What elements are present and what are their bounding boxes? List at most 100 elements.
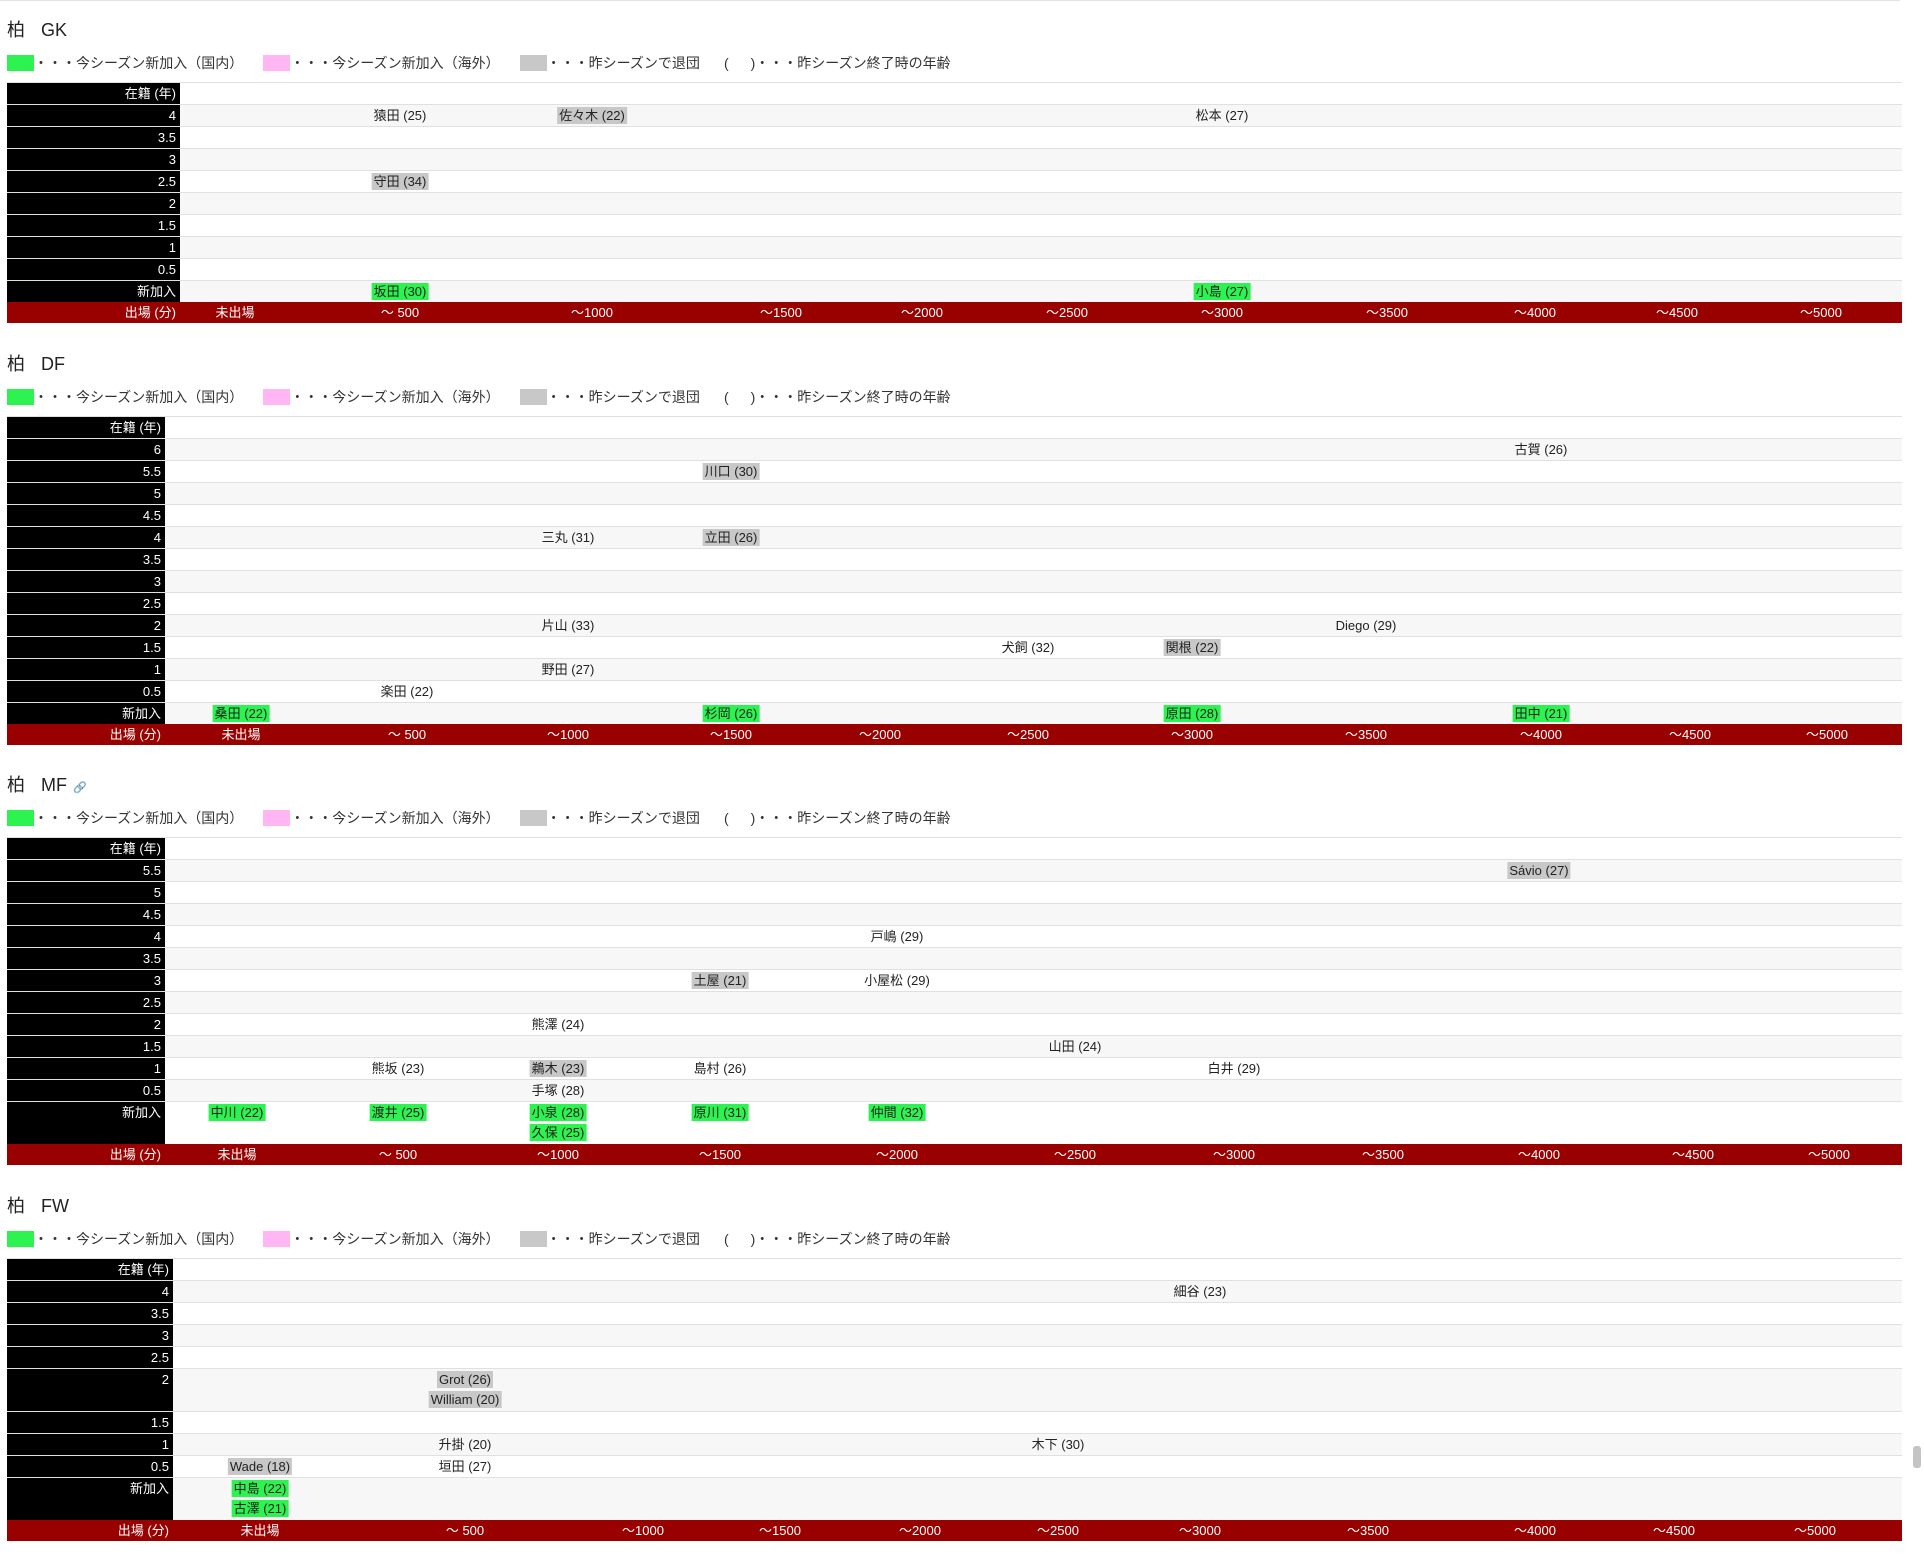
player-entry[interactable]: 立田 (26)	[702, 529, 760, 546]
player-entry[interactable]: 山田 (24)	[1048, 1039, 1102, 1054]
minutes-tick-label: ～2500	[1037, 1523, 1079, 1538]
tenure-row-label: 3	[7, 1325, 173, 1346]
legend-left: ・・・昨シーズンで退団	[519, 389, 700, 405]
minutes-tick-label: ～3000	[1213, 1147, 1255, 1162]
legend-age-note: )・・・昨シーズン終了時の年齢	[750, 55, 951, 71]
minutes-axis-label: 出場 (分)	[117, 1523, 169, 1538]
tenure-row-label: 3	[7, 149, 180, 170]
player-entry[interactable]: 木下 (30)	[1031, 1437, 1085, 1452]
link-icon[interactable]: 🔗	[73, 782, 87, 794]
player-entry[interactable]: 仲間 (32)	[868, 1104, 926, 1121]
tenure-row: 1.5 山田 (24)	[7, 1035, 1902, 1057]
tenure-axis-label: 在籍 (年)	[7, 838, 165, 859]
tenure-row-label: 5	[7, 882, 165, 903]
player-entry[interactable]: 関根 (22)	[1163, 639, 1221, 656]
player-entry[interactable]: 戸嶋 (29)	[870, 929, 924, 944]
player-entry[interactable]: 守田 (34)	[371, 173, 429, 190]
player-entry[interactable]: 小島 (27)	[1193, 283, 1251, 300]
player-entry[interactable]: 渡井 (25)	[369, 1104, 427, 1121]
minutes-tick-label: ～5000	[1806, 727, 1848, 742]
player-entry[interactable]: Diego (29)	[1335, 618, 1397, 633]
tenure-row: 0.5 Wade (18) 垣田 (27)	[7, 1455, 1902, 1477]
tenure-row: 2.5	[7, 991, 1902, 1013]
legend-age-note: )・・・昨シーズン終了時の年齢	[750, 1231, 951, 1247]
legend-left-text: ・・・昨シーズンで退団	[546, 810, 700, 826]
player-entry[interactable]: Wade (18)	[227, 1458, 293, 1475]
minutes-tick-label: ～1500	[760, 305, 802, 320]
player-entry[interactable]: 原田 (28)	[1163, 705, 1221, 722]
minutes-tick-label: ～1000	[537, 1147, 579, 1162]
minutes-tick-label: ～4500	[1653, 1523, 1695, 1538]
tenure-row-label: 1	[7, 1434, 173, 1455]
tenure-row: 4 戸嶋 (29)	[7, 925, 1902, 947]
player-entry[interactable]: 原川 (31)	[691, 1104, 749, 1121]
minutes-tick-label: 未出場	[240, 1523, 280, 1538]
player-entry[interactable]: 熊坂 (23)	[371, 1061, 425, 1076]
player-entry[interactable]: 土屋 (21)	[691, 972, 749, 989]
player-entry[interactable]: 野田 (27)	[541, 662, 595, 677]
player-entry[interactable]: 鵜木 (23)	[529, 1060, 587, 1077]
tenure-row-label: 0.5	[7, 681, 165, 702]
minutes-tick-label: ～3500	[1366, 305, 1408, 320]
legend-new-foreign-text: ・・・今シーズン新加入（海外）	[290, 55, 500, 71]
tenure-row: 2	[7, 192, 1902, 214]
tenure-row: 6 古賀 (26)	[7, 438, 1902, 460]
minutes-tick-label: ～3000	[1179, 1523, 1221, 1538]
section-title: 柏 GK	[7, 18, 67, 42]
tenure-row: 1.5	[7, 214, 1902, 236]
minutes-tick-label: ～5000	[1794, 1523, 1836, 1538]
player-entry[interactable]: 中川 (22)	[208, 1104, 266, 1121]
player-entry[interactable]: 川口 (30)	[702, 463, 760, 480]
player-entry[interactable]: 松本 (27)	[1195, 108, 1249, 123]
legend-left-text: ・・・昨シーズンで退団	[546, 389, 700, 405]
player-entry[interactable]: 小屋松 (29)	[864, 973, 930, 988]
player-entry[interactable]: 島村 (26)	[693, 1061, 747, 1076]
position-section-gk: 柏 GK ・・・今シーズン新加入（国内） ・・・今シーズン新加入（海外） ・・・昨シーズ…	[7, 18, 1902, 378]
minutes-tick-label: ～2000	[859, 727, 901, 742]
player-entry[interactable]: 中島 (22)	[231, 1480, 289, 1497]
minutes-tick-label: ～1000	[571, 305, 613, 320]
legend-new-foreign-text: ・・・今シーズン新加入（海外）	[290, 1231, 500, 1247]
tenure-row-label: 2	[7, 1369, 173, 1411]
player-entry[interactable]: 熊澤 (24)	[531, 1017, 585, 1032]
minutes-tick-label: ～3500	[1362, 1147, 1404, 1162]
legend-new-domestic: ・・・今シーズン新加入（国内）	[7, 1231, 243, 1247]
player-entry[interactable]: 田中 (21)	[1512, 705, 1570, 722]
tenure-row-label: 1	[7, 659, 165, 680]
minutes-tick-label: ～1500	[699, 1147, 741, 1162]
tenure-row-label: 3.5	[7, 127, 180, 148]
player-entry[interactable]: 古澤 (21)	[231, 1500, 289, 1517]
player-entry[interactable]: 桑田 (22)	[212, 705, 270, 722]
tenure-row-label: 2.5	[7, 992, 165, 1013]
legend-new-domestic-text: ・・・今シーズン新加入（国内）	[34, 1231, 244, 1247]
player-entry[interactable]: 久保 (25)	[529, 1124, 587, 1141]
player-entry[interactable]: 猿田 (25)	[373, 108, 427, 123]
player-entry[interactable]: 白井 (29)	[1207, 1061, 1261, 1076]
legend-new-foreign-swatch	[263, 1231, 291, 1247]
tenure-row-label: 新加入	[7, 1478, 173, 1520]
player-entry[interactable]: 佐々木 (22)	[557, 107, 627, 124]
tenure-row-label: 4	[7, 105, 180, 126]
player-entry[interactable]: 手塚 (28)	[531, 1083, 585, 1098]
scrollbar-thumb[interactable]	[1913, 1446, 1921, 1468]
player-entry[interactable]: 小泉 (28)	[529, 1104, 587, 1121]
player-entry[interactable]: 杉岡 (26)	[702, 705, 760, 722]
player-entry[interactable]: 三丸 (31)	[541, 530, 595, 545]
player-entry[interactable]: Sávio (27)	[1507, 862, 1571, 879]
tenure-row: 3.5	[7, 1302, 1902, 1324]
club-name: 柏	[7, 20, 25, 40]
player-entry[interactable]: Grot (26)	[436, 1371, 494, 1388]
player-entry[interactable]: 片山 (33)	[541, 618, 595, 633]
legend-left-swatch	[519, 810, 547, 826]
minutes-tick-label: ～1500	[710, 727, 752, 742]
player-entry[interactable]: 細谷 (23)	[1173, 1284, 1227, 1299]
player-entry[interactable]: 犬飼 (32)	[1001, 640, 1055, 655]
player-entry[interactable]: 垣田 (27)	[438, 1459, 492, 1474]
player-entry[interactable]: 古賀 (26)	[1514, 442, 1568, 457]
minutes-tick-label: 未出場	[217, 1147, 257, 1162]
player-entry[interactable]: 楽田 (22)	[380, 684, 434, 699]
player-entry[interactable]: William (20)	[428, 1391, 502, 1408]
player-entry[interactable]: 升掛 (20)	[438, 1437, 492, 1452]
minutes-tick-label: ～4500	[1656, 305, 1698, 320]
player-entry[interactable]: 坂田 (30)	[371, 283, 429, 300]
